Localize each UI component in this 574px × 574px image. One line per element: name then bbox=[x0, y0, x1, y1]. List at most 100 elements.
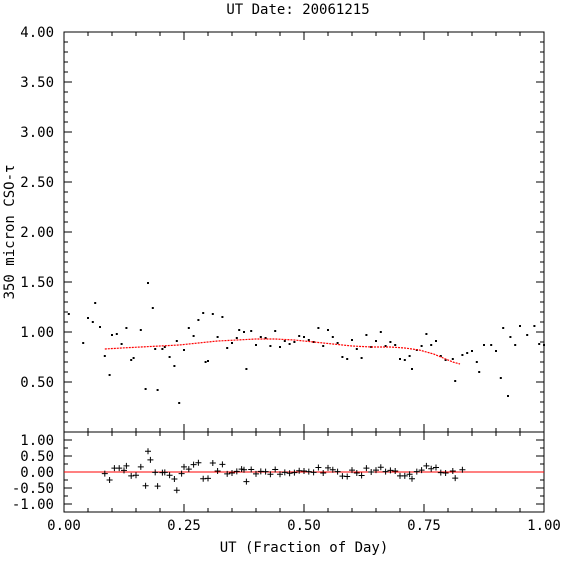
tau-y-tick-label: 1.50 bbox=[20, 275, 54, 291]
residual-point bbox=[301, 468, 307, 475]
residual-point bbox=[181, 463, 187, 470]
tau-data-point bbox=[298, 335, 301, 337]
residual-point bbox=[195, 459, 202, 466]
tau-y-tick-label: 4.00 bbox=[20, 25, 54, 41]
x-tick-label: 0.25 bbox=[167, 518, 201, 534]
tau-data-point bbox=[94, 302, 97, 304]
residual-point bbox=[154, 483, 161, 490]
residual-point bbox=[121, 467, 127, 474]
tau-data-point bbox=[108, 374, 111, 376]
tau-data-point bbox=[187, 327, 190, 329]
tau-data-point bbox=[425, 333, 428, 335]
tau-data-point bbox=[115, 333, 118, 335]
tau-data-point bbox=[399, 358, 401, 360]
residual-point bbox=[442, 469, 449, 476]
tau-data-point bbox=[245, 368, 248, 370]
residual-point bbox=[286, 470, 293, 477]
tau-panel-ticks bbox=[64, 32, 544, 432]
tau-data-point bbox=[379, 331, 382, 333]
tau-data-point bbox=[490, 344, 493, 346]
residual-point bbox=[281, 469, 288, 476]
tau-data-point bbox=[499, 377, 502, 379]
tau-y-axis-label: 350 micron CSO-τ bbox=[2, 165, 18, 300]
tau-data-point bbox=[221, 316, 224, 318]
residual-point bbox=[272, 466, 279, 473]
residual-point bbox=[106, 477, 113, 483]
tau-data-point bbox=[317, 327, 320, 329]
residual-point bbox=[214, 468, 221, 475]
tau-data-point bbox=[103, 355, 106, 357]
tau-data-point bbox=[533, 325, 536, 327]
tau-y-tick-label: 3.50 bbox=[20, 75, 54, 91]
tau-data-point bbox=[211, 313, 214, 315]
tau-data-point bbox=[336, 342, 339, 344]
residual-point bbox=[368, 469, 375, 475]
tau-data-point bbox=[226, 347, 229, 349]
tau-data-point bbox=[475, 361, 478, 363]
tau-data-point bbox=[507, 395, 509, 397]
tau-data-point bbox=[183, 349, 185, 351]
tau-data-point bbox=[163, 346, 166, 348]
residual-point bbox=[418, 467, 425, 474]
tau-data-point bbox=[151, 307, 154, 309]
tau-data-point bbox=[346, 358, 349, 360]
x-tick-label: 1.00 bbox=[527, 518, 561, 534]
tau-data-point bbox=[147, 282, 149, 284]
tau-data-point bbox=[259, 336, 262, 338]
tau-data-point bbox=[235, 337, 238, 339]
tau-data-point bbox=[269, 345, 272, 347]
residual-y-tick-label: 0.50 bbox=[20, 449, 54, 465]
x-tick-label: 0.75 bbox=[407, 518, 441, 534]
residual-point bbox=[229, 469, 235, 476]
tau-panel-frame bbox=[63, 31, 545, 433]
residual-point bbox=[178, 470, 185, 477]
residual-point bbox=[224, 470, 231, 477]
residual-point bbox=[382, 468, 389, 475]
residual-panel: -1.00-0.500.000.501.00 0.00 0.25 0.50 0.75 1… bbox=[12, 431, 561, 556]
tau-data-point bbox=[403, 359, 406, 361]
tau-data-point bbox=[238, 329, 241, 331]
tau-data-point bbox=[264, 337, 267, 339]
residual-point bbox=[344, 473, 351, 480]
tau-data-point bbox=[283, 340, 286, 342]
tau-data-point bbox=[125, 327, 128, 329]
residual-panel-ticks bbox=[64, 432, 544, 512]
tau-data-point bbox=[303, 336, 305, 338]
residual-point bbox=[363, 465, 370, 472]
tau-data-point bbox=[394, 344, 397, 346]
tau-data-point bbox=[543, 344, 545, 346]
chart-title: UT Date: 20061215 bbox=[226, 2, 369, 18]
tau-data-point bbox=[250, 330, 253, 332]
x-tick-label: 0.50 bbox=[287, 518, 321, 534]
tau-data-point bbox=[111, 334, 113, 336]
tau-data-point bbox=[178, 402, 181, 404]
residual-point bbox=[133, 472, 139, 479]
residual-point bbox=[166, 472, 173, 479]
residual-point bbox=[320, 469, 327, 476]
tau-data-point bbox=[307, 339, 310, 341]
tau-data-point bbox=[130, 359, 133, 361]
tau-data-point bbox=[204, 361, 207, 363]
residual-point bbox=[171, 476, 178, 483]
tau-data-point bbox=[312, 341, 315, 343]
tau-data-point bbox=[331, 336, 334, 338]
residual-point bbox=[310, 469, 317, 476]
residual-point bbox=[209, 460, 216, 467]
tau-data-point bbox=[216, 336, 219, 338]
tau-y-tick-labels: 0.50 1.00 1.50 2.00 2.50 3.00 3.50 4.00 bbox=[20, 25, 54, 391]
residual-point bbox=[128, 472, 135, 479]
tau-data-point bbox=[444, 359, 447, 361]
residual-point bbox=[349, 467, 355, 474]
tau-data-point bbox=[255, 344, 257, 346]
residual-point bbox=[387, 467, 394, 474]
tau-y-tick-label: 3.00 bbox=[20, 125, 54, 141]
tau-data-point bbox=[175, 340, 178, 342]
residual-point bbox=[173, 487, 180, 494]
residual-point bbox=[241, 466, 247, 473]
residual-point bbox=[137, 463, 144, 470]
tau-data-point bbox=[322, 345, 325, 347]
tau-panel: 0.50 1.00 1.50 2.00 2.50 3.00 3.50 4.00 350 mic… bbox=[2, 25, 545, 433]
residual-point bbox=[392, 468, 399, 475]
tau-data-point bbox=[466, 352, 469, 354]
tau-data-point bbox=[435, 340, 437, 342]
